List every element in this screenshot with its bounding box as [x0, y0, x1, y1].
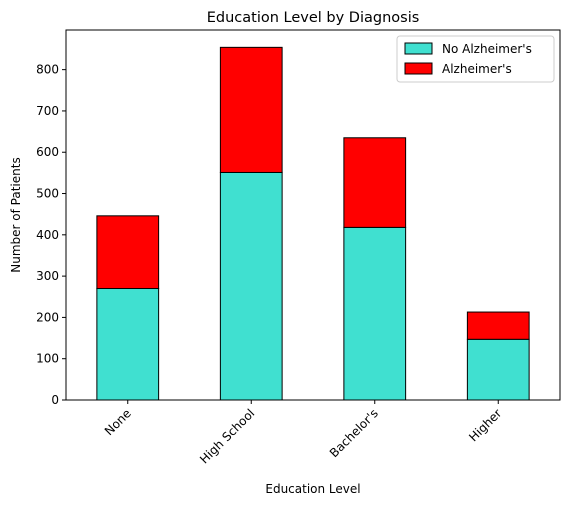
y-tick-label: 700 [36, 104, 59, 118]
x-tick-label: Higher [466, 406, 504, 444]
y-tick-label: 600 [36, 145, 59, 159]
legend-label: Alzheimer's [442, 62, 512, 76]
bar-alzheimers-3 [467, 312, 529, 339]
legend-swatch [405, 63, 432, 74]
x-tick-label: High School [197, 406, 257, 466]
x-axis-ticks: None High School Bachelor's Higher [102, 400, 505, 466]
bar-no-alzheimers-3 [467, 339, 529, 400]
legend-swatch [405, 43, 432, 54]
legend: No Alzheimer's Alzheimer's [397, 36, 554, 82]
bar-no-alzheimers-0 [97, 289, 159, 400]
y-tick-label: 400 [36, 228, 59, 242]
y-tick-label: 300 [36, 269, 59, 283]
y-tick-label: 0 [51, 393, 59, 407]
bar-alzheimers-0 [97, 216, 159, 289]
bar-no-alzheimers-2 [344, 227, 406, 400]
bar-alzheimers-2 [344, 138, 406, 228]
bar-alzheimers-1 [220, 47, 282, 172]
y-tick-label: 500 [36, 187, 59, 201]
legend-label: No Alzheimer's [442, 42, 532, 56]
y-axis-ticks: 0 100 200 300 400 500 600 700 800 [36, 63, 66, 407]
y-tick-label: 200 [36, 310, 59, 324]
y-tick-label: 800 [36, 63, 59, 77]
y-tick-label: 100 [36, 352, 59, 366]
bar-no-alzheimers-1 [220, 172, 282, 400]
x-axis-label: Education Level [265, 482, 360, 496]
bars-group [97, 47, 529, 400]
chart-title: Education Level by Diagnosis [207, 10, 420, 26]
y-axis-label: Number of Patients [9, 157, 23, 272]
x-tick-label: None [102, 406, 134, 438]
x-tick-label: Bachelor's [327, 406, 381, 460]
